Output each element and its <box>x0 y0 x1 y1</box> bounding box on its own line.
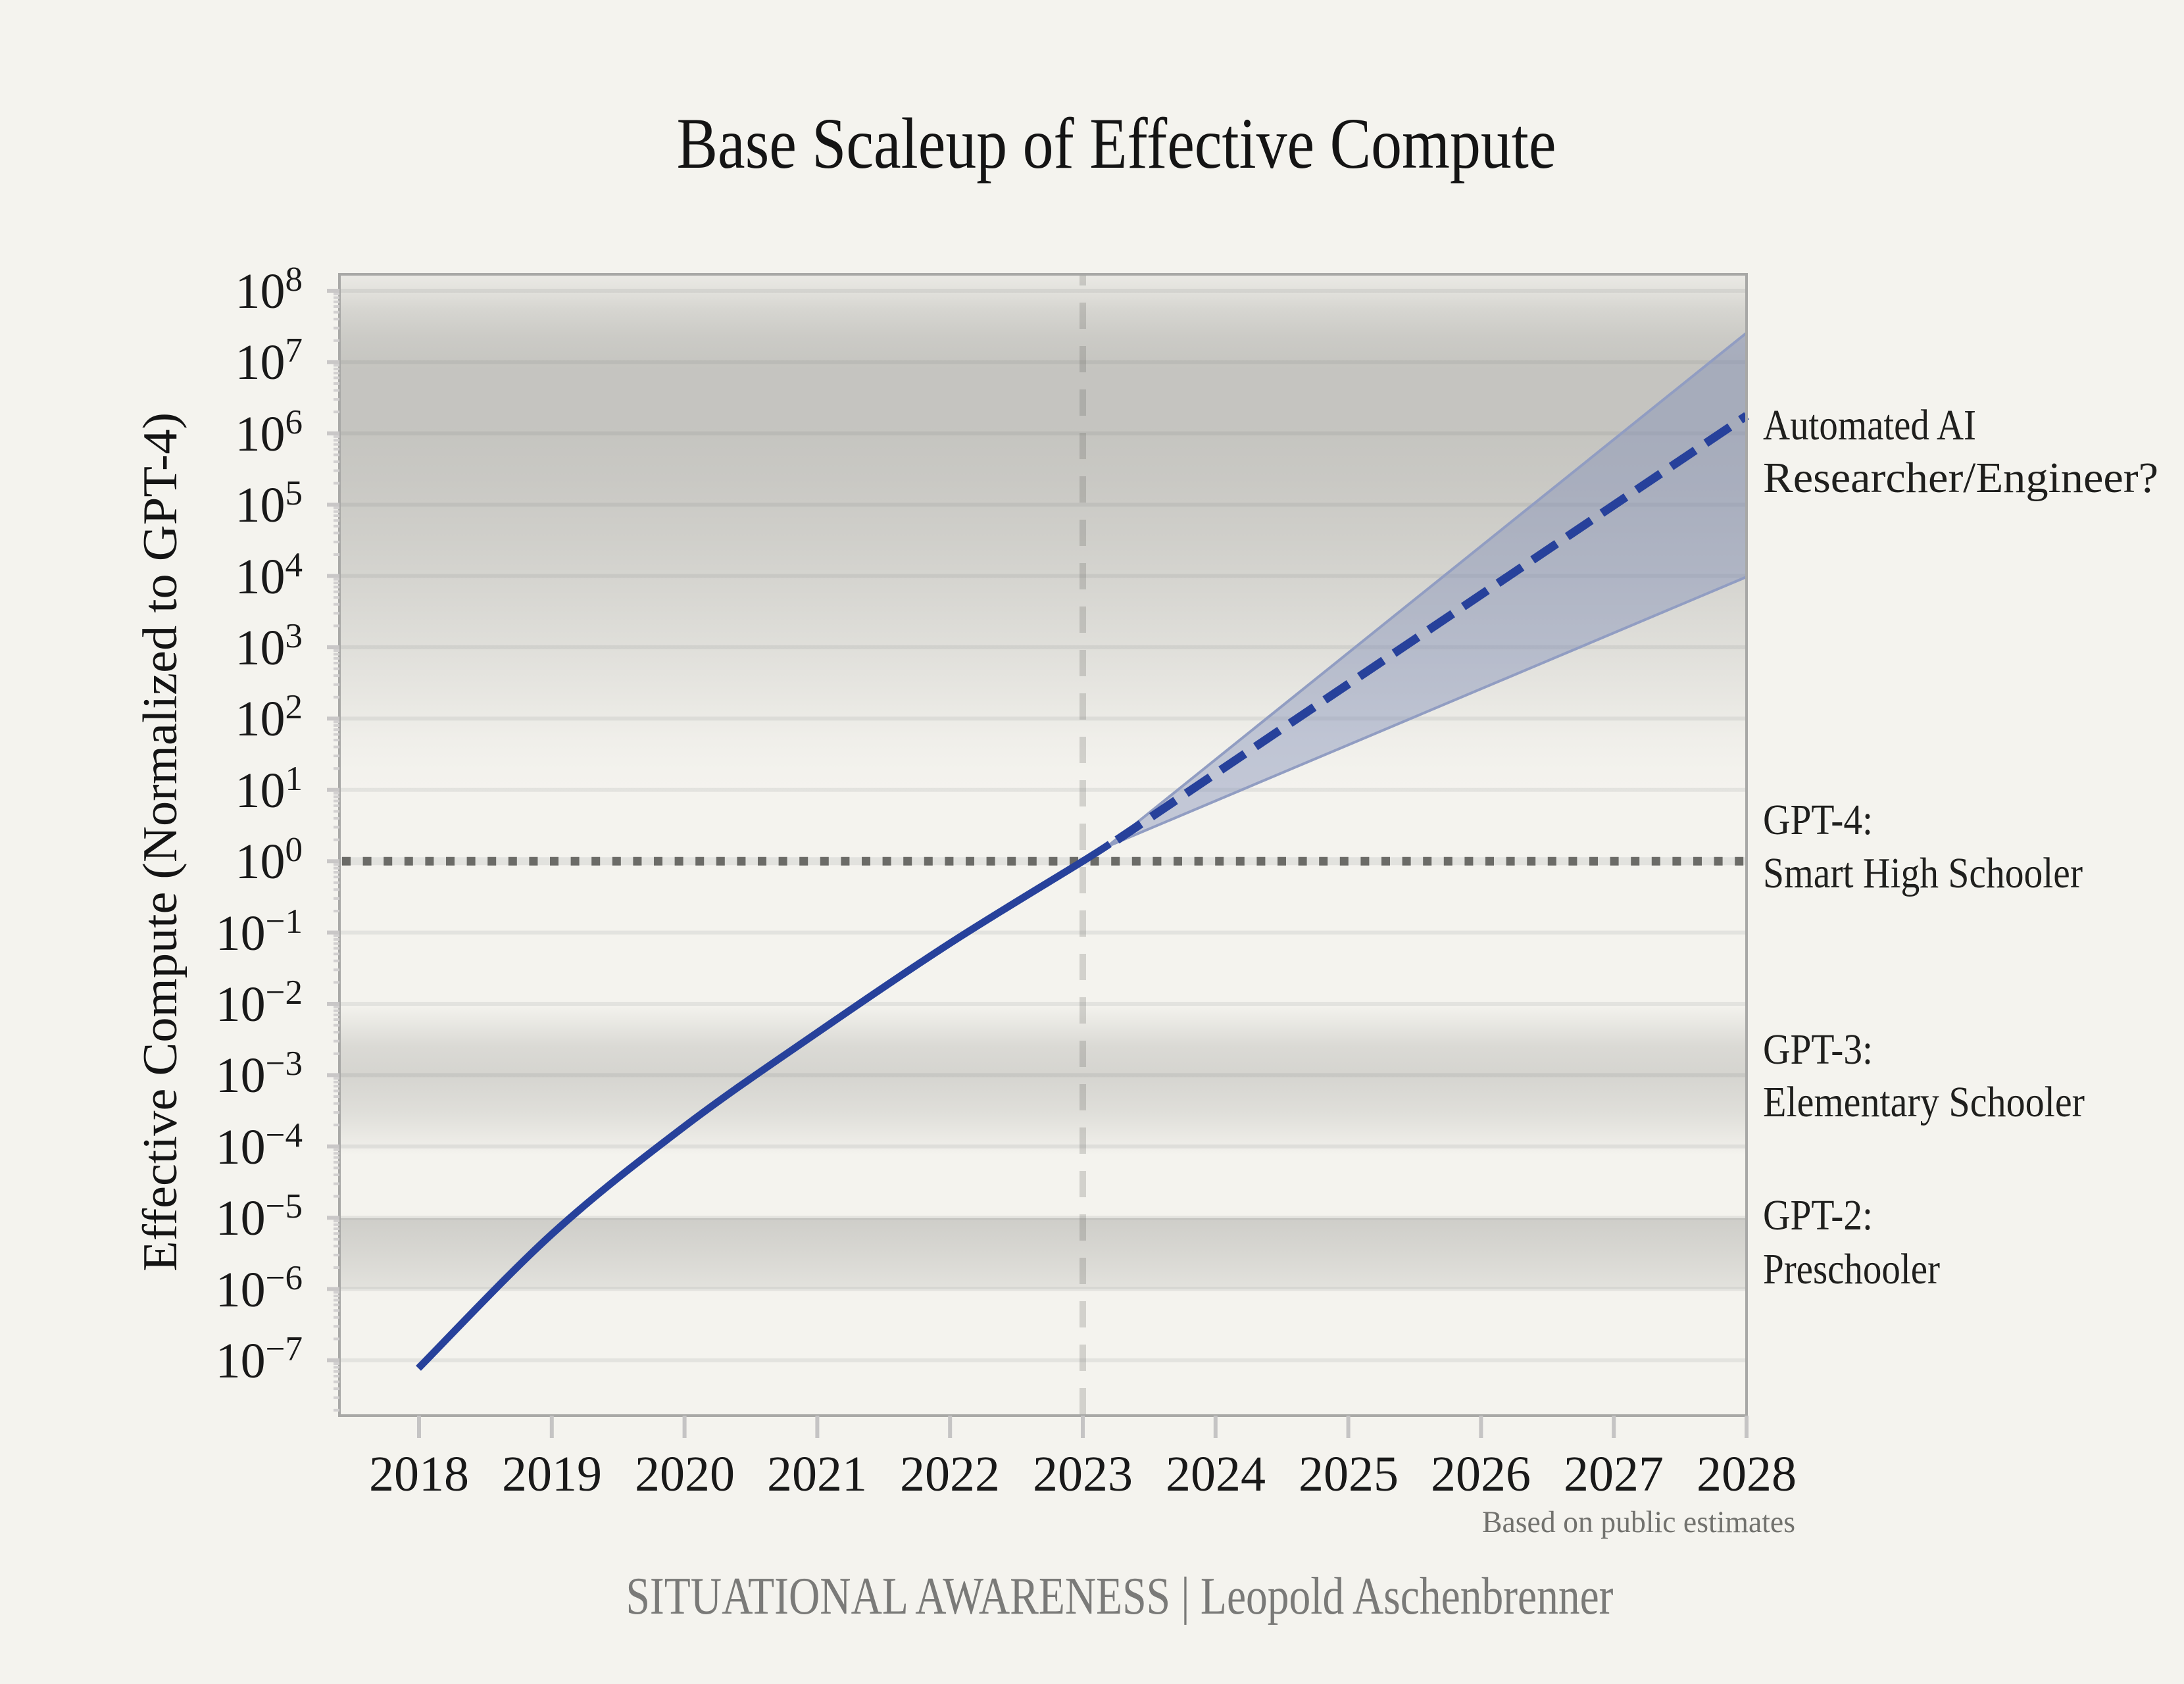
svg-text:2028: 2028 <box>1697 1447 1797 1502</box>
svg-text:101: 101 <box>236 760 303 818</box>
svg-text:2027: 2027 <box>1564 1447 1664 1502</box>
svg-text:10−1: 10−1 <box>216 903 303 961</box>
svg-text:2018: 2018 <box>369 1447 469 1502</box>
svg-text:GPT-3:: GPT-3: <box>1763 1026 1873 1074</box>
svg-text:2024: 2024 <box>1166 1447 1266 1502</box>
svg-text:2023: 2023 <box>1033 1447 1133 1502</box>
svg-text:103: 103 <box>236 617 303 676</box>
svg-text:10−4: 10−4 <box>216 1116 303 1175</box>
svg-text:2025: 2025 <box>1299 1447 1399 1502</box>
svg-text:2019: 2019 <box>502 1447 602 1502</box>
svg-text:Base Scaleup of Effective Comp: Base Scaleup of Effective Compute <box>677 103 1556 184</box>
svg-text:10−7: 10−7 <box>216 1330 303 1389</box>
svg-text:2020: 2020 <box>635 1447 735 1502</box>
svg-text:2021: 2021 <box>767 1447 867 1502</box>
svg-text:104: 104 <box>236 546 303 605</box>
svg-text:10−6: 10−6 <box>216 1259 303 1318</box>
svg-text:10−5: 10−5 <box>216 1187 303 1246</box>
svg-text:Automated AI: Automated AI <box>1763 401 1976 449</box>
svg-text:106: 106 <box>236 403 303 462</box>
svg-text:SITUATIONAL AWARENESS | Leopol: SITUATIONAL AWARENESS | Leopold Aschenbr… <box>626 1568 1614 1625</box>
svg-text:10−3: 10−3 <box>216 1045 303 1103</box>
svg-text:GPT-4:: GPT-4: <box>1763 796 1873 844</box>
svg-text:108: 108 <box>236 260 303 319</box>
svg-text:100: 100 <box>236 831 303 889</box>
svg-text:107: 107 <box>236 332 303 390</box>
svg-text:Elementary Schooler: Elementary Schooler <box>1763 1078 2085 1126</box>
svg-text:102: 102 <box>236 688 303 747</box>
svg-text:GPT-2:: GPT-2: <box>1763 1191 1873 1239</box>
svg-text:10−2: 10−2 <box>216 974 303 1032</box>
svg-text:Based on public estimates: Based on public estimates <box>1482 1505 1795 1539</box>
svg-text:Smart High Schooler: Smart High Schooler <box>1763 849 2083 897</box>
svg-text:Preschooler: Preschooler <box>1763 1245 1940 1293</box>
svg-text:2022: 2022 <box>900 1447 1000 1502</box>
svg-text:Effective Compute (Normalized: Effective Compute (Normalized to GPT-4) <box>134 412 187 1272</box>
svg-text:105: 105 <box>236 474 303 533</box>
svg-text:2026: 2026 <box>1431 1447 1531 1502</box>
svg-text:Researcher/Engineer?: Researcher/Engineer? <box>1763 454 2158 502</box>
